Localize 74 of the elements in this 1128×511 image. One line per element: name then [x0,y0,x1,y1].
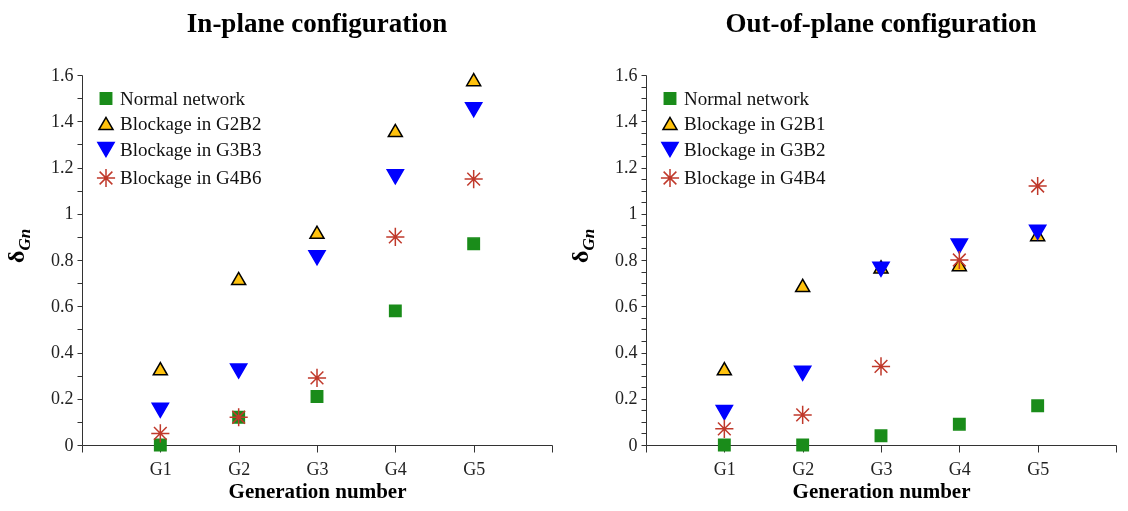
point [1027,176,1048,196]
y-tick-label: 0.4 [615,342,638,362]
x-tick-label: G1 [149,458,172,479]
point [465,72,482,87]
y-tick-label: 0.2 [51,388,74,409]
x-axis-title: Generation number [792,478,971,503]
point [150,423,171,444]
point [872,261,890,278]
y-tick-label: 0 [64,434,74,455]
point [230,271,247,286]
legend-label: Blockage in G4B4 [684,167,826,188]
point [387,123,404,138]
point [714,418,735,439]
point [152,361,169,376]
y-tick-label: 1.6 [51,64,74,85]
y-tick-label: 1.6 [615,64,638,85]
y-tick-label: 1.2 [615,157,638,177]
x-tick-label: G3 [870,458,893,479]
point [871,356,891,377]
y-tick-label: 0.2 [615,388,638,409]
point [307,368,327,388]
point [151,402,170,419]
point [388,304,402,318]
point [950,238,969,254]
point [715,404,734,421]
point [309,225,325,240]
y-tick-label: 0.6 [615,295,638,316]
legend-label: Blockage in G4B6 [120,167,262,188]
x-tick-label: G3 [306,458,329,479]
y-tick-label: 0 [628,434,638,455]
y-tick-label: 0.4 [51,342,74,362]
x-tick-label: G5 [1027,458,1050,479]
point [792,405,813,425]
point [153,438,167,452]
chart-title: Out-of-plane configuration [725,8,1037,38]
y-tick-label: 0.8 [51,249,74,270]
legend-label: Blockage in G3B3 [120,138,262,160]
point [949,250,970,270]
y-tick-label: 1 [628,203,638,224]
point [794,278,811,293]
x-tick-label: G5 [463,458,486,479]
point [229,363,248,379]
point [952,417,966,431]
point [386,168,405,185]
point [716,361,733,376]
point [793,365,812,382]
x-axis-title: Generation number [228,478,407,503]
point [467,237,481,251]
x-tick-label: G4 [384,458,407,479]
x-tick-label: G4 [948,458,971,479]
chart-title: In-plane configuration [186,8,448,38]
legend-label: Normal network [120,87,246,109]
point [874,429,888,443]
y-tick-label: 0.6 [51,295,74,316]
x-tick-label: G2 [228,458,251,479]
legend-label: Blockage in G2B2 [120,112,262,134]
point [796,438,810,452]
y-tick-label: 1.4 [615,110,638,131]
y-tick-label: 1 [64,203,74,224]
point [464,101,483,118]
point [1031,399,1045,413]
x-tick-label: G1 [713,458,736,479]
point [385,227,406,247]
point [463,169,484,189]
y-tick-label: 0.8 [615,249,638,270]
legend-label: Blockage in G2B1 [684,112,826,134]
legend-label: Normal network [684,87,810,109]
y-tick-label: 1.4 [51,110,74,131]
x-tick-label: G2 [792,458,815,479]
legend-label: Blockage in G3B2 [684,138,826,160]
point [717,438,731,452]
point [310,389,324,403]
point [308,249,326,266]
y-tick-label: 1.2 [51,157,74,177]
